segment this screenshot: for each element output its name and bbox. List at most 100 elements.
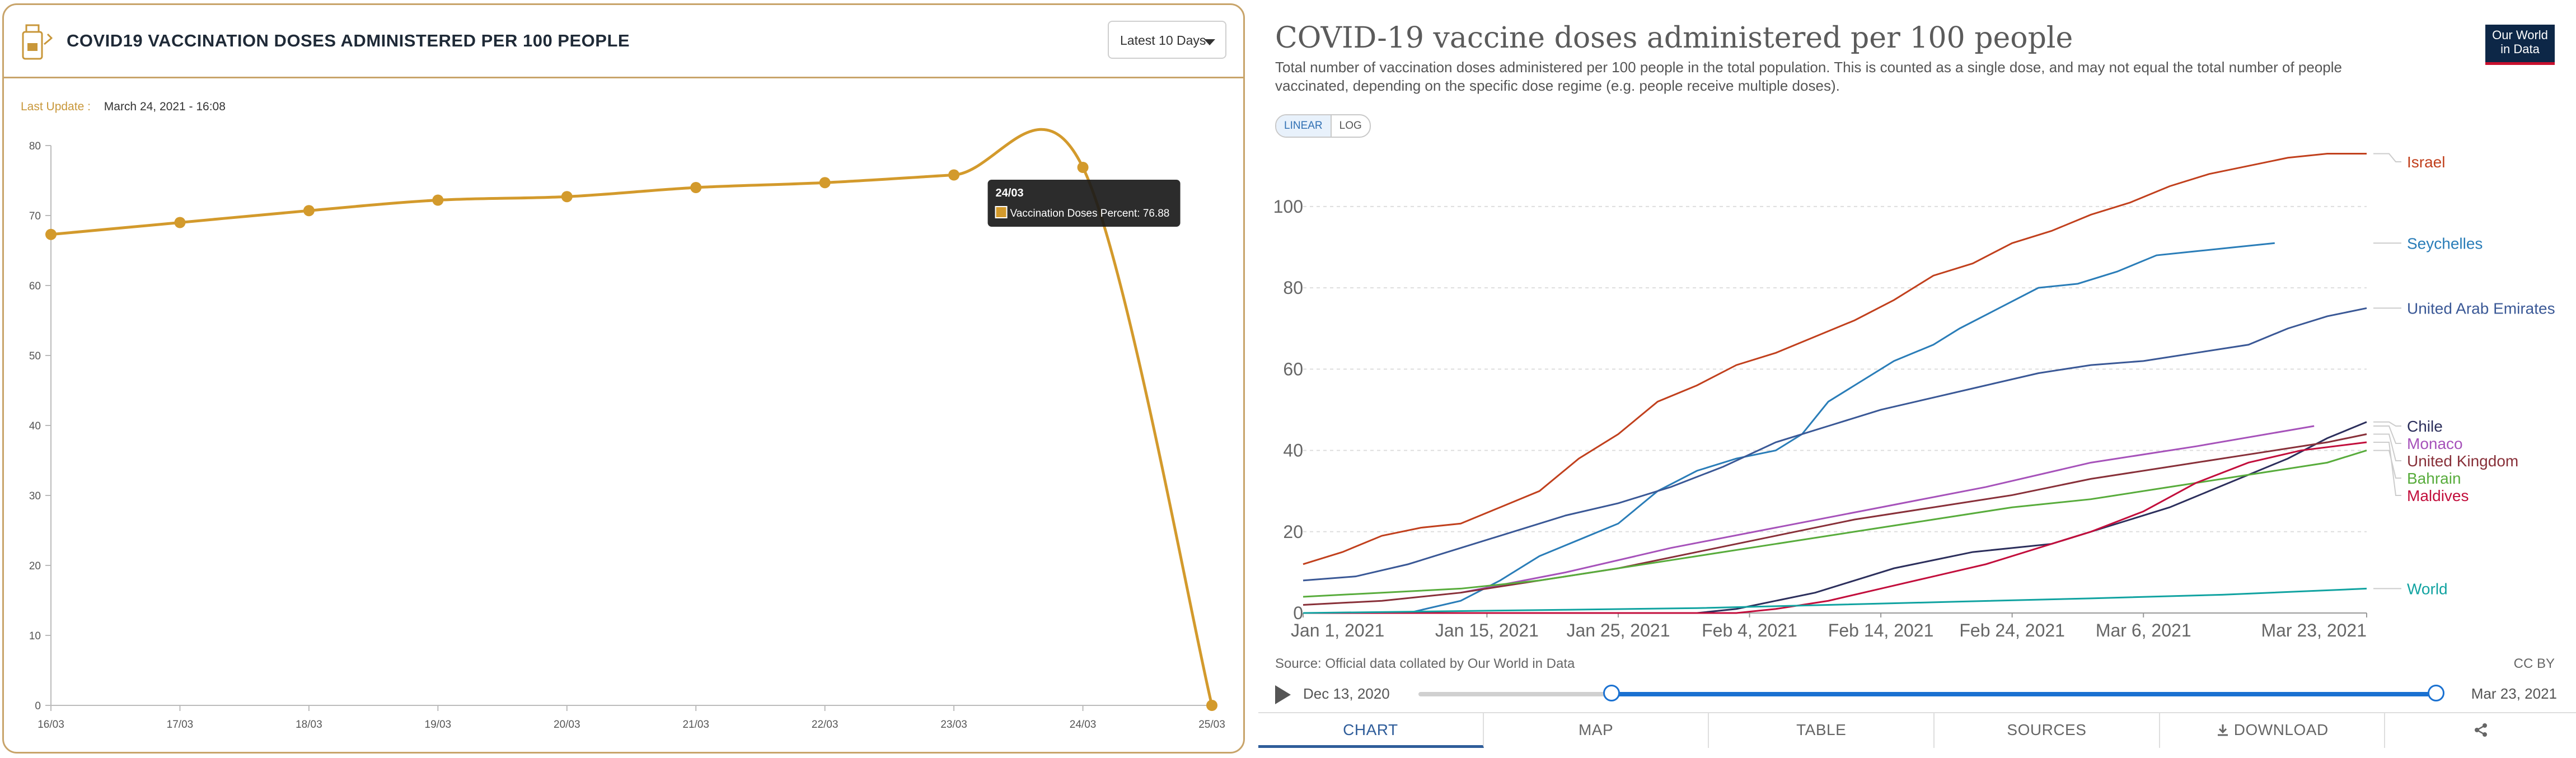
data-point: [819, 177, 831, 189]
series-label-bahrain: Bahrain: [2407, 470, 2461, 487]
right-chart-subtitle: Total number of vaccination doses admini…: [1275, 59, 2342, 94]
y-tick-label: 50: [29, 350, 41, 362]
right-line-chart: 0 20 40 60 80 100 Jan 1, 2021 Jan 15, 2021 Jan 2…: [1273, 153, 2555, 640]
series-line-united-kingdom: [1303, 433, 2367, 606]
x-tick-label: 21/03: [682, 719, 709, 731]
tooltip: 24/03 Vaccination Doses Percent: 76.88: [987, 180, 1181, 227]
y-tick-label: 30: [29, 490, 41, 502]
series-line-bahrain: [1303, 450, 2367, 598]
series-line-seychelles: [1303, 242, 2275, 614]
source-note: Source: Official data collated by Our Wo…: [1275, 656, 1575, 671]
play-icon[interactable]: [1275, 685, 1291, 704]
data-point: [948, 169, 960, 181]
series-label-connector: [2373, 425, 2401, 444]
date-range-select-value: Latest 10 Days: [1120, 33, 1206, 48]
tab-table[interactable]: TABLE: [1709, 713, 1935, 748]
x-tick-label: 17/03: [167, 719, 194, 731]
scale-linear-button[interactable]: LINEAR: [1276, 115, 1332, 137]
series-line-monaco: [1460, 425, 2315, 594]
series-line-maldives: [1303, 441, 2367, 614]
timeline-start-handle[interactable]: [1603, 685, 1620, 701]
y-tick-label: 20: [1283, 522, 1303, 542]
x-tick-label: 24/03: [1070, 719, 1097, 731]
data-point: [690, 182, 702, 193]
share-icon: [2474, 723, 2487, 737]
series-label-monaco: Monaco: [2407, 435, 2463, 452]
tab-download[interactable]: DOWNLOAD: [2160, 713, 2386, 748]
x-tick-label: 16/03: [38, 719, 64, 731]
series-label-israel: Israel: [2407, 153, 2445, 171]
x-tick-label: 23/03: [940, 719, 967, 731]
owid-logo[interactable]: Our World in Data: [2485, 25, 2555, 65]
x-tick-label: 22/03: [812, 719, 839, 731]
series-line-united-arab-emirates: [1303, 307, 2367, 582]
tooltip-swatch: [995, 206, 1008, 218]
tab-map[interactable]: MAP: [1484, 713, 1709, 748]
bottom-tabs: CHART MAP TABLE SOURCES DOWNLOAD: [1258, 712, 2576, 748]
x-tick-label: Mar 6, 2021: [2096, 620, 2191, 640]
left-line-chart: 0 10 20 30 40 50 60 70 80 16/03 17/03 18/03 19/03 20/…: [29, 128, 1225, 731]
timeline-end-label: Mar 23, 2021: [2471, 685, 2557, 702]
tooltip-date: 24/03: [996, 187, 1024, 199]
timeline: Dec 13, 2020 Mar 23, 2021: [1272, 677, 2565, 709]
data-point: [561, 191, 573, 203]
y-tick-label: 0: [35, 700, 41, 712]
chevron-down-icon: [1204, 39, 1215, 45]
scale-toggle: LINEAR LOG: [1275, 114, 1371, 138]
date-range-select[interactable]: Latest 10 Days: [1108, 21, 1226, 59]
y-tick-label: 80: [29, 141, 41, 152]
right-chart-card: COVID-19 vaccine doses administered per …: [1258, 0, 2576, 758]
x-tick-label: 19/03: [425, 719, 452, 731]
tooltip-box: [987, 180, 1181, 227]
timeline-end-handle[interactable]: [2428, 685, 2444, 701]
vaccine-bottle-icon: [22, 24, 53, 60]
timeline-selected-range: [1612, 692, 2436, 696]
timeline-track[interactable]: [1418, 685, 2444, 701]
x-tick-label: Jan 1, 2021: [1291, 620, 1384, 640]
data-point: [45, 228, 57, 240]
series-label-united-kingdom: United Kingdom: [2407, 452, 2518, 470]
last-update-label: Last Update :: [21, 100, 91, 113]
series-label-connector: [2373, 153, 2401, 163]
license-link[interactable]: CC BY: [2513, 656, 2555, 671]
series-line-world: [1303, 587, 2367, 614]
left-chart-card: COVID19 VACCINATION DOSES ADMINISTERED P…: [2, 3, 1245, 754]
tab-share[interactable]: [2385, 713, 2576, 748]
y-tick-label: 10: [29, 630, 41, 642]
series-label-connector: [2373, 433, 2401, 461]
y-tick-label: 0: [1293, 603, 1303, 623]
x-tick-label: Feb 4, 2021: [1702, 620, 1797, 640]
owid-logo-line1: Our World: [2492, 28, 2548, 42]
series-label-chile: Chile: [2407, 418, 2443, 435]
tooltip-value: Vaccination Doses Percent: 76.88: [1010, 208, 1170, 219]
data-point: [1077, 162, 1089, 173]
series-label-united-arab-emirates: United Arab Emirates: [2407, 300, 2555, 317]
tab-download-label: DOWNLOAD: [2233, 721, 2329, 738]
x-tick-label: Jan 25, 2021: [1566, 620, 1670, 640]
series-label-world: World: [2407, 580, 2448, 597]
x-tick-label: Feb 24, 2021: [1959, 620, 2065, 640]
last-update: Last Update : March 24, 2021 - 16:08: [21, 100, 226, 114]
y-tick-label: 60: [29, 280, 41, 292]
download-icon: [2217, 724, 2228, 736]
tab-chart[interactable]: CHART: [1258, 713, 1484, 748]
data-point: [432, 194, 444, 206]
series-label-seychelles: Seychelles: [2407, 235, 2483, 252]
y-tick-label: 100: [1273, 196, 1303, 217]
left-card-header: COVID19 VACCINATION DOSES ADMINISTERED P…: [4, 5, 1243, 78]
x-tick-label: 25/03: [1198, 719, 1225, 731]
y-tick-label: 40: [1283, 441, 1303, 461]
series-label-connector: [2373, 442, 2401, 496]
y-tick-label: 40: [29, 420, 41, 432]
y-tick-label: 20: [29, 560, 41, 572]
series-label-connector: [2373, 421, 2401, 427]
series-label-connector: [2373, 450, 2401, 479]
x-tick-label: Mar 23, 2021: [2261, 620, 2367, 640]
right-chart-title: COVID-19 vaccine doses administered per …: [1275, 21, 2073, 55]
owid-logo-line2: in Data: [2500, 42, 2540, 56]
data-point: [174, 217, 186, 228]
tab-sources[interactable]: SOURCES: [1935, 713, 2160, 748]
scale-log-button[interactable]: LOG: [1339, 120, 1362, 132]
data-point: [303, 205, 315, 217]
x-tick-label: 18/03: [296, 719, 322, 731]
